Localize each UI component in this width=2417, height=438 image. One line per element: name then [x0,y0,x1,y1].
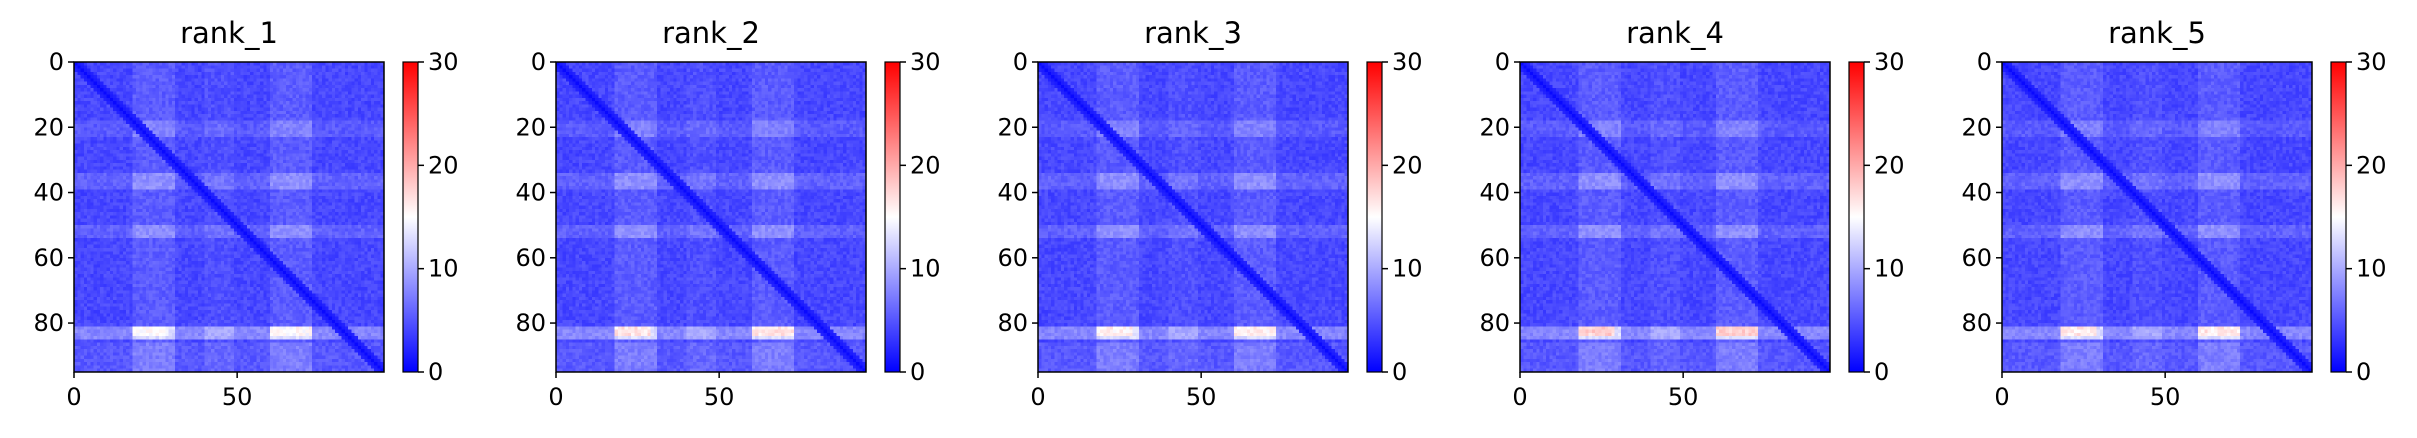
colorbar-tick-label: 30 [1874,48,1905,76]
y-tick-label: 60 [33,244,64,272]
heatmap-image [74,62,384,372]
panel-title: rank_1 [180,16,278,50]
colorbar-tick-label: 20 [1392,151,1423,179]
plot-frame [2001,61,2313,373]
colorbar-tick-label: 30 [910,48,941,76]
heatmap-panel: rank_5 0 20 40 60 80 0 50 0 10 20 30 [1961,16,2386,411]
panel-title: rank_5 [2108,16,2206,50]
panel-title: rank_3 [1144,16,1242,50]
x-tick-label: 0 [1030,383,1045,411]
y-tick-label: 0 [49,48,64,76]
heatmap-image [1038,62,1348,372]
colorbar-tick-label: 10 [428,255,459,283]
y-tick-label: 80 [1479,309,1510,337]
y-tick-label: 60 [515,244,546,272]
plot-frame [555,61,867,373]
y-tick-label: 40 [997,179,1028,207]
y-tick-label: 20 [33,113,64,141]
colorbar [1366,61,1383,373]
colorbar-tick-label: 0 [1392,358,1407,386]
x-tick-label: 50 [1668,383,1699,411]
y-tick-label: 40 [515,179,546,207]
colorbar-tick-label: 0 [428,358,443,386]
y-tick-label: 80 [515,309,546,337]
colorbar-tick-label: 30 [2356,48,2387,76]
y-tick-label: 20 [997,113,1028,141]
heatmap-panel: rank_2 0 20 40 60 80 0 50 0 10 20 30 [515,16,940,411]
plot-frame [73,61,385,373]
y-tick-label: 40 [1479,179,1510,207]
y-tick-label: 0 [1013,48,1028,76]
y-tick-label: 60 [997,244,1028,272]
colorbar-tick-label: 10 [1874,255,1905,283]
heatmap-image [556,62,866,372]
x-tick-label: 50 [704,383,735,411]
panels: rank_1 0 20 40 60 80 0 50 0 10 20 30 rank_2 0 20 40 60 80… [33,16,2386,411]
x-tick-label: 0 [1512,383,1527,411]
x-tick-label: 50 [2150,383,2181,411]
x-tick-label: 50 [222,383,253,411]
colorbar [1848,61,1865,373]
panel-title: rank_4 [1626,16,1724,50]
colorbar-tick-label: 30 [1392,48,1423,76]
colorbar-tick-label: 20 [2356,151,2387,179]
x-tick-label: 0 [548,383,563,411]
colorbar-tick-label: 10 [2356,255,2387,283]
x-tick-label: 0 [1994,383,2009,411]
heatmap-panel: rank_4 0 20 40 60 80 0 50 0 10 20 30 [1479,16,1904,411]
colorbar-tick-label: 0 [1874,358,1889,386]
colorbar-tick-label: 20 [428,151,459,179]
y-tick-label: 20 [1961,113,1992,141]
y-tick-label: 80 [33,309,64,337]
y-tick-label: 0 [1495,48,1510,76]
colorbar-tick-label: 30 [428,48,459,76]
x-tick-label: 0 [66,383,81,411]
colorbar [884,61,901,373]
y-tick-label: 40 [33,179,64,207]
plot-frame [1037,61,1349,373]
y-tick-label: 20 [1479,113,1510,141]
colorbar-tick-label: 10 [910,255,941,283]
y-tick-label: 80 [1961,309,1992,337]
heatmap-panel: rank_1 0 20 40 60 80 0 50 0 10 20 30 [33,16,458,411]
y-tick-label: 60 [1961,244,1992,272]
heatmap-panel: rank_3 0 20 40 60 80 0 50 0 10 20 30 [997,16,1422,411]
y-tick-label: 0 [531,48,546,76]
heatmap-image [2002,62,2312,372]
colorbar-tick-label: 10 [1392,255,1423,283]
y-tick-label: 80 [997,309,1028,337]
plot-frame [1519,61,1831,373]
y-tick-label: 20 [515,113,546,141]
y-tick-label: 40 [1961,179,1992,207]
heatmap-image [1520,62,1830,372]
x-tick-label: 50 [1186,383,1217,411]
y-tick-label: 0 [1977,48,1992,76]
panel-title: rank_2 [662,16,760,50]
colorbar-tick-label: 20 [1874,151,1905,179]
colorbar-tick-label: 0 [910,358,925,386]
colorbar-tick-label: 0 [2356,358,2371,386]
colorbar-tick-label: 20 [910,151,941,179]
y-tick-label: 60 [1479,244,1510,272]
colorbar [2330,61,2347,373]
colorbar [402,61,419,373]
